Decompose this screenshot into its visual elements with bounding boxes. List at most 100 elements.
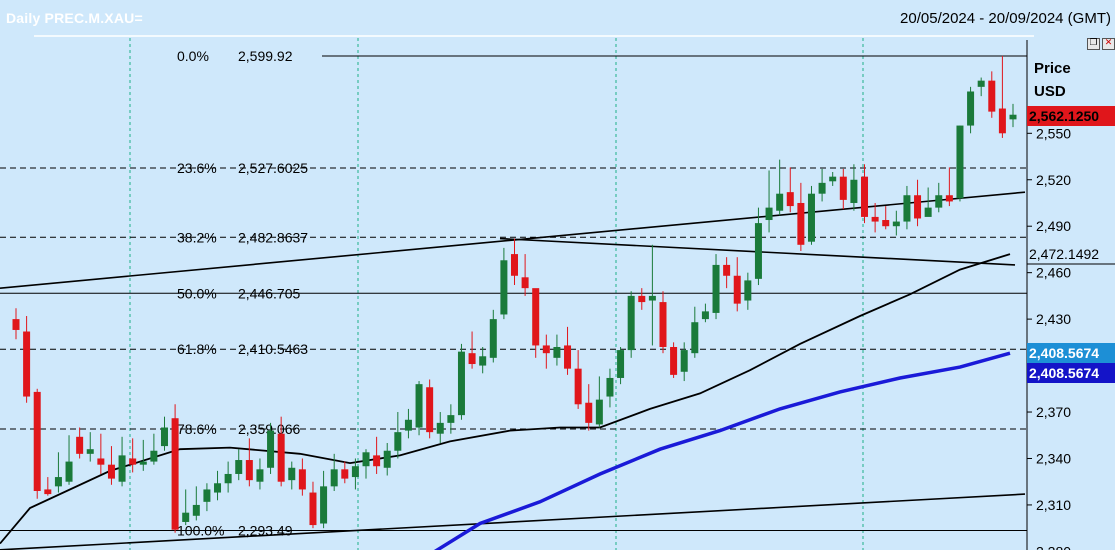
candle-bullish — [65, 461, 73, 482]
candle-bullish — [214, 483, 222, 493]
candle-bullish — [1009, 114, 1017, 120]
axis-title-price: Price — [1034, 60, 1071, 77]
candle-bearish — [107, 464, 115, 479]
candle-bearish — [998, 108, 1006, 134]
candle-bullish — [182, 512, 190, 522]
candle-bearish — [23, 331, 31, 397]
fib-percent-label: 38.2% — [177, 229, 217, 245]
candle-bearish — [33, 391, 41, 491]
ma-long-tag-2-bg — [1027, 363, 1115, 383]
candle-bullish — [807, 193, 815, 242]
candle-bullish — [850, 179, 858, 203]
candle-bullish — [267, 430, 275, 468]
candle-bullish — [415, 384, 423, 428]
candle-bearish — [638, 295, 646, 303]
candle-bullish — [956, 125, 964, 199]
fib-percent-label: 78.6% — [177, 421, 217, 437]
candle-bullish — [712, 264, 720, 313]
candle-bearish — [97, 458, 105, 465]
candle-bearish — [171, 418, 179, 530]
candle-bearish — [76, 436, 84, 454]
candle-bullish — [351, 466, 359, 478]
ma-long-tag-bg — [1027, 343, 1115, 363]
candle-bullish — [627, 295, 635, 351]
candle-bullish — [617, 350, 625, 378]
candle-bullish — [362, 452, 370, 467]
candle-bullish — [553, 346, 561, 358]
candle-bearish — [341, 469, 349, 479]
candle-bullish — [680, 350, 688, 372]
candle-bullish — [320, 486, 328, 524]
fib-price-label: 2,482.8637 — [238, 229, 308, 245]
candle-bearish — [277, 433, 285, 482]
fib-price-label: 2,359.066 — [238, 421, 300, 437]
candle-bearish — [44, 489, 52, 495]
candle-bearish — [532, 288, 540, 346]
candle-bullish — [235, 460, 243, 474]
candle-bearish — [373, 455, 381, 467]
candle-bullish — [776, 193, 784, 211]
candle-bullish — [457, 351, 465, 416]
candle-bearish — [723, 264, 731, 276]
candle-bearish — [426, 387, 434, 433]
candle-bullish — [829, 176, 837, 182]
candle-bearish — [12, 319, 20, 330]
chart-header: Daily PREC.M.XAU= 20/05/2024 - 20/09/202… — [0, 0, 1115, 34]
candle-bullish — [330, 469, 338, 487]
candle-bearish — [733, 275, 741, 304]
candle-bullish — [924, 207, 932, 217]
ma-black-tag: 2,472.1492 — [1029, 246, 1099, 262]
moving-average-short — [0, 253, 1011, 545]
restore-icon[interactable]: ❐ — [1087, 38, 1100, 50]
candle-bearish — [521, 277, 529, 289]
moving-average-long — [433, 351, 1011, 550]
candle-bearish — [839, 176, 847, 200]
fib-percent-label: 23.6% — [177, 160, 217, 176]
candle-bearish — [670, 346, 678, 375]
candle-bullish — [754, 223, 762, 279]
fib-percent-label: 0.0% — [177, 48, 209, 64]
candle-bearish — [542, 345, 550, 354]
axis-tick-label: 2,310 — [1036, 497, 1071, 513]
candle-bearish — [585, 402, 593, 423]
fib-price-label: 2,599.92 — [238, 48, 293, 64]
candle-bearish — [129, 458, 137, 465]
axis-tick-label: 2,520 — [1036, 172, 1071, 188]
candle-bearish — [871, 216, 879, 222]
axis-tick-label: 2,430 — [1036, 311, 1071, 327]
fib-price-label: 2,446.705 — [238, 285, 300, 301]
candle-bullish — [383, 450, 391, 468]
candle-bearish — [988, 80, 996, 112]
candle-bullish — [489, 319, 497, 358]
candle-bullish — [86, 449, 94, 454]
candle-bearish — [786, 192, 794, 207]
candle-bullish — [139, 461, 147, 465]
candle-bearish — [564, 345, 572, 369]
candle-bullish — [54, 477, 62, 487]
last-price-tag: 2,562.1250 — [1029, 108, 1099, 124]
candle-bullish — [903, 195, 911, 222]
fib-percent-label: 61.8% — [177, 341, 217, 357]
axis-tick-label: 2,550 — [1036, 125, 1071, 141]
window-controls: ❐ ✕ — [1087, 38, 1115, 50]
candle-bearish — [659, 302, 667, 347]
candle-bullish — [118, 455, 126, 482]
date-range: 20/05/2024 - 20/09/2024 (GMT) — [900, 10, 1111, 27]
candle-bearish — [468, 353, 476, 365]
ma-long-tag: 2,408.5674 — [1029, 345, 1099, 361]
axis-tick-label: 2,460 — [1036, 265, 1071, 281]
axis-title-usd: USD — [1034, 83, 1066, 100]
ma-long-tag-2: 2,408.5674 — [1029, 365, 1099, 381]
candle-bullish — [967, 91, 975, 126]
axis-tick-label: 2,490 — [1036, 218, 1071, 234]
axis-tick-label: 2,340 — [1036, 450, 1071, 466]
candle-bullish — [447, 415, 455, 423]
trendline — [0, 493, 1026, 550]
candle-bullish — [606, 377, 614, 397]
instrument-title: Daily PREC.M.XAU= — [6, 10, 143, 26]
candle-bearish — [945, 195, 953, 202]
candle-bullish — [892, 221, 900, 227]
fib-percent-label: 100.0% — [177, 523, 224, 539]
